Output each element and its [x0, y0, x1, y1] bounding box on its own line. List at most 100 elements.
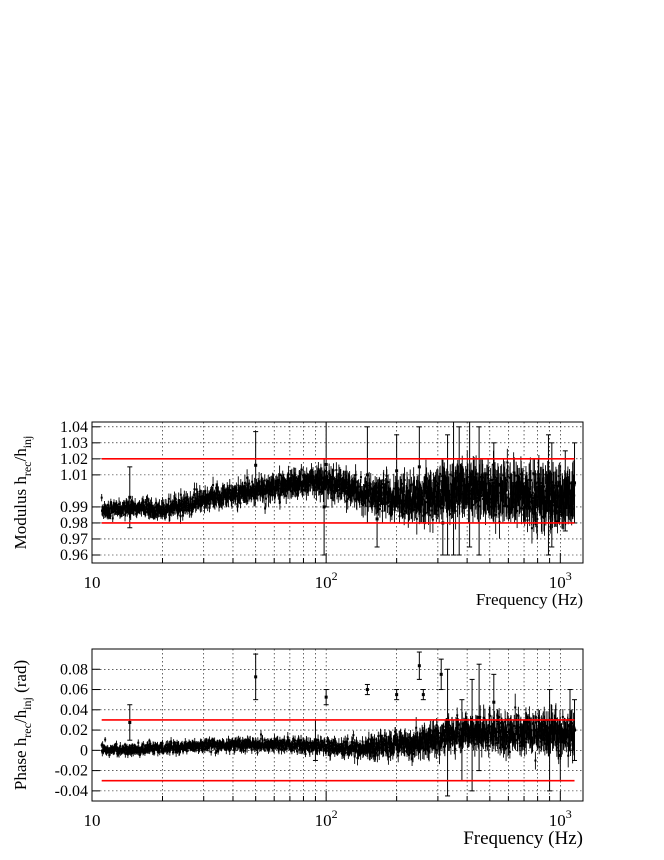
data-point — [313, 741, 316, 744]
data-point — [303, 475, 306, 478]
data-point — [118, 505, 121, 508]
data-point — [115, 502, 118, 505]
data-point — [205, 745, 208, 748]
data-point — [541, 515, 544, 518]
data-point — [107, 751, 110, 754]
data-point — [320, 739, 323, 742]
data-point — [145, 501, 148, 504]
data-point — [353, 481, 356, 484]
data-point — [187, 746, 190, 749]
data-point — [330, 475, 333, 478]
data-point — [260, 747, 263, 750]
data-point — [415, 504, 418, 507]
data-point — [535, 494, 538, 497]
data-point — [346, 737, 349, 740]
data-point — [155, 504, 158, 507]
data-point — [440, 506, 443, 509]
data-point — [429, 514, 432, 517]
data-point — [364, 747, 367, 750]
data-point — [287, 488, 290, 491]
x-tick-base: 10 — [315, 573, 332, 592]
data-point — [206, 493, 209, 496]
data-point — [182, 498, 185, 501]
data-point — [298, 748, 301, 751]
data-point — [363, 493, 366, 496]
data-point — [479, 505, 482, 508]
data-point — [276, 739, 279, 742]
data-point — [167, 497, 170, 500]
data-point — [194, 497, 197, 500]
data-point — [502, 500, 505, 503]
data-point — [121, 746, 124, 749]
data-point — [373, 505, 376, 508]
data-point — [263, 738, 266, 741]
y-tick-label: 0.99 — [60, 499, 88, 516]
data-point — [470, 473, 473, 476]
data-point — [257, 482, 260, 485]
data-point — [143, 747, 146, 750]
plot-frame — [91, 421, 584, 564]
data-point — [185, 502, 188, 505]
data-point — [168, 506, 171, 509]
data-point — [359, 488, 362, 491]
data-point — [301, 747, 304, 750]
data-point — [111, 508, 114, 511]
data-point — [102, 750, 105, 753]
data-point — [131, 747, 134, 750]
data-point — [303, 481, 306, 484]
data-point — [132, 751, 135, 754]
data-point — [230, 745, 233, 748]
data-point — [158, 505, 161, 508]
data-point — [263, 479, 266, 482]
data-point — [261, 742, 264, 745]
outlier-point — [324, 462, 328, 466]
data-point — [458, 502, 461, 505]
data-point — [317, 739, 320, 742]
data-point — [225, 496, 228, 499]
data-point — [571, 507, 574, 510]
data-point — [430, 488, 433, 491]
data-point — [352, 750, 355, 753]
data-point — [462, 499, 465, 502]
data-point — [191, 746, 194, 749]
data-point — [319, 746, 322, 749]
data-point — [208, 506, 211, 509]
data-point — [536, 481, 539, 484]
data-point — [508, 507, 511, 510]
data-point — [319, 490, 322, 493]
data-point — [544, 473, 547, 476]
data-point — [454, 510, 457, 513]
data-point — [515, 474, 518, 477]
data-point — [247, 484, 250, 487]
data-point — [425, 489, 428, 492]
data-point — [376, 754, 379, 757]
data-point — [505, 503, 508, 506]
data-point — [528, 506, 531, 509]
data-point — [207, 742, 210, 745]
data-point — [386, 746, 389, 749]
data-point — [506, 475, 509, 478]
data-point — [115, 743, 118, 746]
data-point — [347, 488, 350, 491]
data-point — [488, 504, 491, 507]
data-point — [384, 503, 387, 506]
data-point — [372, 751, 375, 754]
data-point — [361, 740, 364, 743]
data-point — [318, 748, 321, 751]
data-point — [203, 499, 206, 502]
data-point — [290, 482, 293, 485]
data-point — [100, 496, 103, 499]
data-point — [271, 484, 274, 487]
data-point — [352, 734, 355, 737]
data-point — [284, 483, 287, 486]
data-point — [367, 494, 370, 497]
data-point — [359, 743, 362, 746]
data-point — [221, 502, 224, 505]
data-point — [544, 496, 547, 499]
data-point — [123, 749, 126, 752]
data-point — [192, 493, 195, 496]
data-point — [553, 484, 556, 487]
data-point — [296, 492, 299, 495]
data-point — [434, 495, 437, 498]
data-point — [330, 749, 333, 752]
